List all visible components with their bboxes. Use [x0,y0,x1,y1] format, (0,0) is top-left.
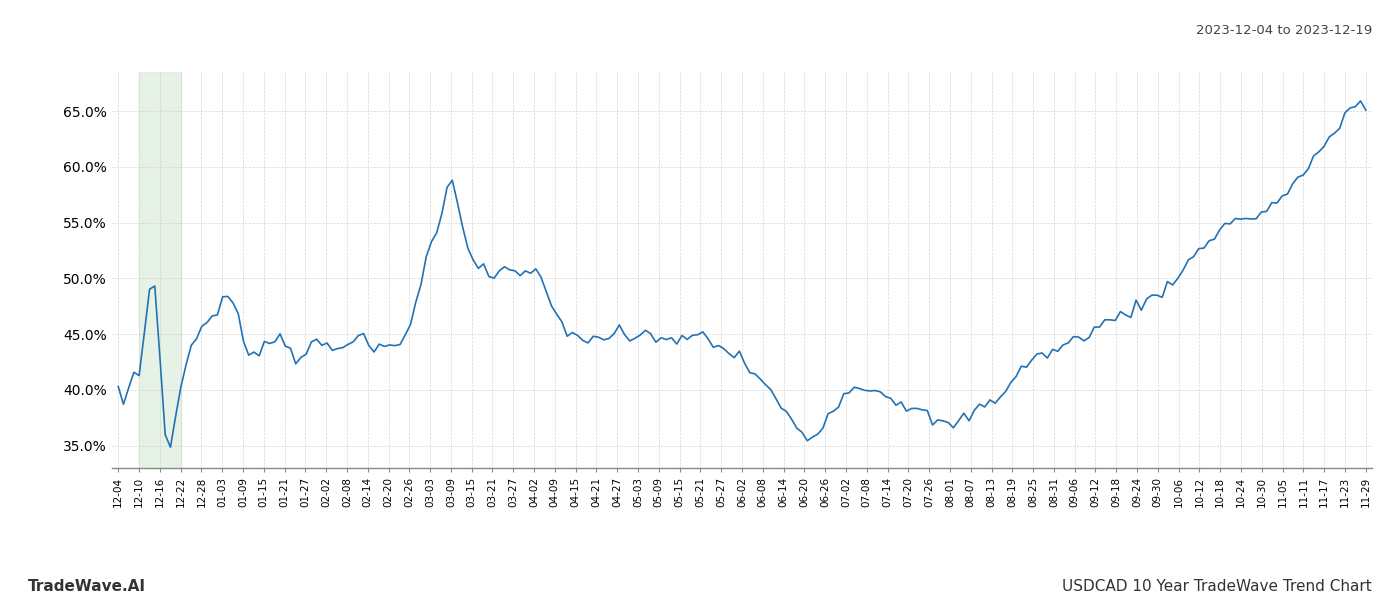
Text: TradeWave.AI: TradeWave.AI [28,579,146,594]
Text: USDCAD 10 Year TradeWave Trend Chart: USDCAD 10 Year TradeWave Trend Chart [1063,579,1372,594]
Bar [139,72,181,468]
Text: 2023-12-04 to 2023-12-19: 2023-12-04 to 2023-12-19 [1196,24,1372,37]
